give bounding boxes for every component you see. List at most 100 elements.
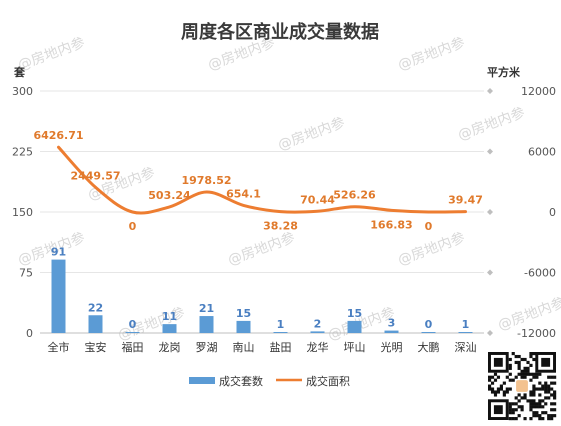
line-data-label: 0 <box>425 220 433 233</box>
qr-module <box>541 399 545 403</box>
qr-module <box>547 417 551 421</box>
qr-module <box>502 393 506 397</box>
category-label: 大鹏 <box>418 340 440 354</box>
bar <box>384 330 399 333</box>
line-series <box>57 145 467 215</box>
qr-module <box>508 357 512 362</box>
line-data-label: 0 <box>129 220 137 233</box>
qr-module <box>538 405 542 409</box>
qr-module <box>488 378 492 382</box>
qr-module <box>544 396 548 400</box>
line-data-label: 503.24 <box>148 189 191 202</box>
qr-module <box>517 363 521 367</box>
qr-module <box>532 414 536 418</box>
qr-module <box>538 417 542 421</box>
qr-module <box>496 390 501 394</box>
qr-module <box>511 408 515 412</box>
qr-code <box>488 352 557 421</box>
qr-module <box>523 372 527 376</box>
qr-module <box>490 387 495 391</box>
bar-data-label: 11 <box>162 310 177 323</box>
qr-module <box>538 372 542 376</box>
qr-module <box>502 390 506 394</box>
category-label: 南山 <box>233 341 255 354</box>
qr-finder <box>488 399 509 421</box>
qr-module <box>493 393 498 397</box>
qr-module <box>526 372 530 376</box>
category-label: 龙华 <box>307 340 329 354</box>
qr-finder-core <box>493 405 503 415</box>
bar <box>310 331 325 333</box>
qr-module <box>517 414 521 418</box>
right-tick-marker <box>487 88 493 94</box>
qr-module <box>529 378 533 382</box>
qr-module <box>541 411 545 415</box>
watermark-text: @房地内参 <box>16 34 88 74</box>
qr-module <box>547 396 551 400</box>
qr-module <box>544 381 548 385</box>
line-data-label: 166.83 <box>370 218 412 231</box>
qr-module <box>493 390 498 394</box>
qr-module <box>535 372 539 376</box>
legend-label-bar: 成交套数 <box>219 374 263 388</box>
qr-module <box>529 399 533 403</box>
bar-data-label: 0 <box>129 318 137 331</box>
qr-module <box>544 390 548 394</box>
bar <box>421 332 436 333</box>
qr-module <box>553 414 557 418</box>
qr-module <box>511 417 515 421</box>
qr-finder <box>488 352 509 373</box>
qr-module <box>505 387 509 391</box>
qr-module <box>550 381 554 385</box>
left-tick-label: 150 <box>12 206 33 219</box>
qr-module <box>541 405 545 409</box>
right-tick-label: 0 <box>549 206 556 219</box>
right-tick-marker <box>487 148 493 155</box>
qr-module <box>535 414 539 418</box>
qr-finder-core <box>493 357 503 367</box>
qr-module <box>547 384 551 388</box>
qr-module <box>488 375 492 379</box>
qr-module <box>550 387 554 391</box>
bar <box>88 315 103 333</box>
qr-module <box>514 408 518 412</box>
qr-module <box>517 360 521 365</box>
qr-module <box>505 390 509 394</box>
qr-module <box>544 384 548 388</box>
qr-module <box>553 402 557 406</box>
qr-module <box>488 387 492 391</box>
qr-module <box>532 375 536 379</box>
qr-module <box>526 360 530 365</box>
right-tick-label: 12000 <box>521 85 556 98</box>
qr-module <box>508 372 512 376</box>
qr-module <box>523 366 527 370</box>
qr-module <box>535 402 539 406</box>
bar <box>162 324 177 333</box>
qr-module <box>529 417 533 421</box>
line-data-label: 526.26 <box>333 189 376 202</box>
qr-module <box>490 381 495 385</box>
bar <box>273 332 288 333</box>
bar-data-label: 91 <box>51 246 66 259</box>
qr-module <box>532 390 536 394</box>
bar-data-label: 1 <box>462 318 470 331</box>
qr-module <box>508 411 512 415</box>
bar-data-label: 15 <box>347 307 362 320</box>
qr-module <box>520 357 524 362</box>
qr-module <box>511 411 515 415</box>
qr-module <box>523 393 527 397</box>
qr-module <box>541 384 545 388</box>
qr-module <box>508 387 512 391</box>
line-data-label: 1978.52 <box>181 174 231 187</box>
bar <box>347 320 362 333</box>
qr-module <box>526 399 530 403</box>
qr-module <box>493 372 498 376</box>
qr-module <box>532 357 536 362</box>
category-label: 盐田 <box>270 341 292 354</box>
qr-module <box>523 417 527 421</box>
right-axis-ticks: -12000 -6000 0 6000 12000 <box>487 85 556 340</box>
category-label: 宝安 <box>85 340 107 354</box>
line-data-label: 2449.57 <box>70 169 120 182</box>
legend: 成交套数 成交面积 <box>189 374 350 388</box>
